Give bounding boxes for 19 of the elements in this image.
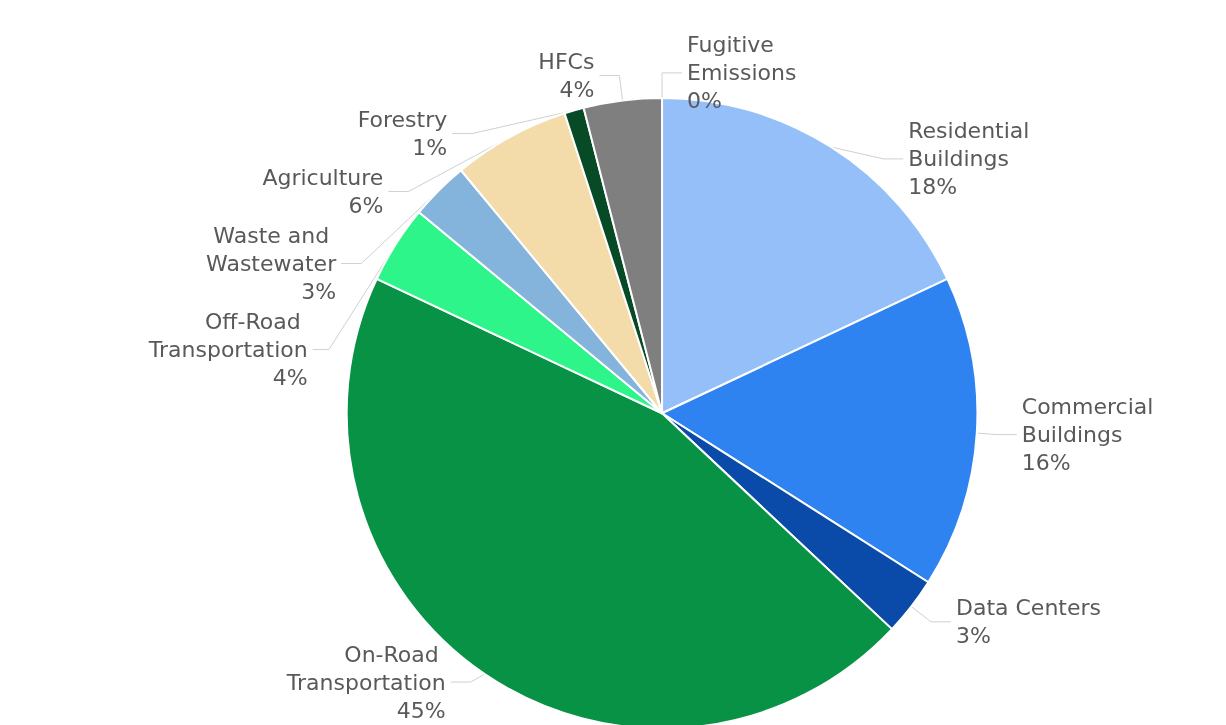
slice-label: On-Road Transportation <box>285 641 446 695</box>
slice-label: Agriculture <box>262 165 384 191</box>
data-label: 6% <box>348 193 384 219</box>
data-label: 18% <box>908 174 958 200</box>
data-label: 45% <box>396 697 446 723</box>
slice-label: Off-Road Transportation <box>147 309 308 363</box>
slice-label: Data Centers <box>955 595 1102 621</box>
data-label: 1% <box>412 135 448 161</box>
data-label: 16% <box>1021 450 1071 476</box>
slice-label: Residential Buildings <box>908 118 1037 172</box>
slice-label: Forestry <box>357 107 448 133</box>
slice-label: Commercial Buildings <box>1021 394 1161 448</box>
slice-label: Waste and Wastewater <box>206 223 338 277</box>
data-label: 3% <box>955 623 991 649</box>
category-label: Fugitive Emissions <box>687 32 797 86</box>
slice-label: HFCs <box>538 49 595 75</box>
data-label: 4% <box>559 77 595 103</box>
data-label: 4% <box>272 365 308 391</box>
data-label: 3% <box>301 279 337 305</box>
